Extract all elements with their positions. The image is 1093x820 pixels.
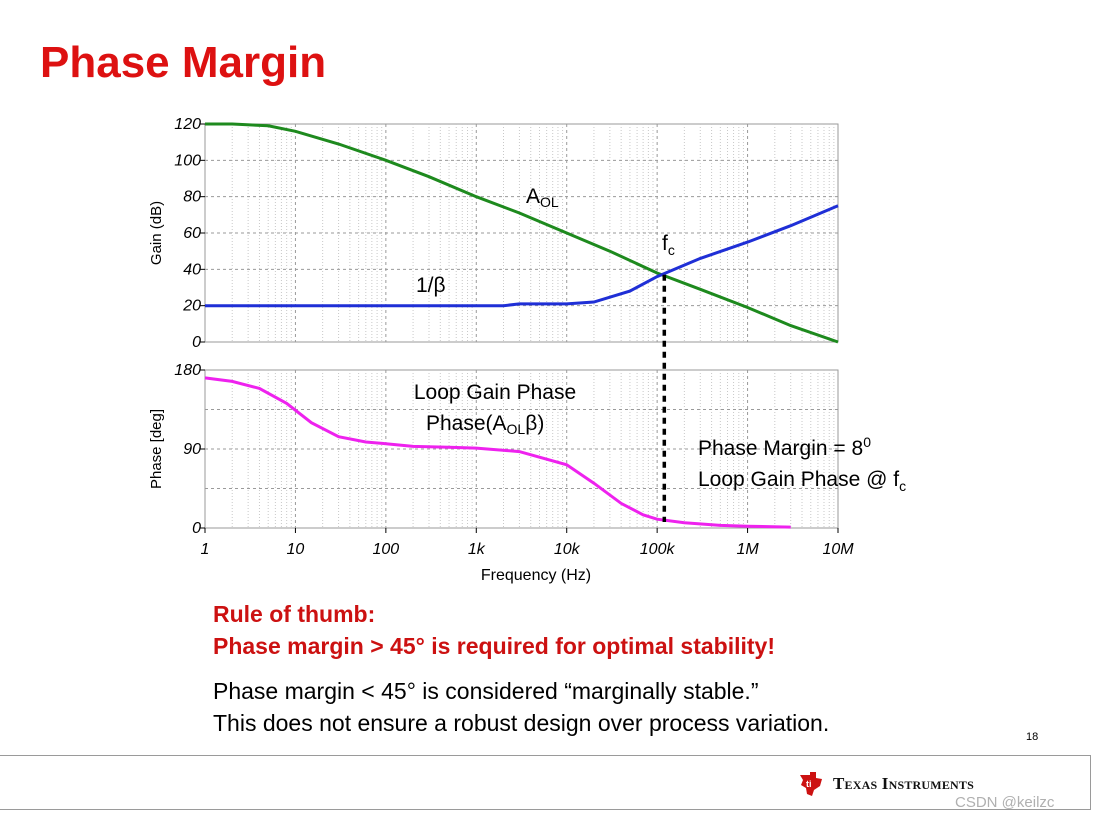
note-line-1: Phase margin < 45° is considered “margin… <box>213 678 759 704</box>
fc-annotation: fc <box>662 232 675 258</box>
bode-plot: 0 20 40 60 80 100 120 Gain (dB) AOL 1/β fc 0 90… <box>148 116 906 584</box>
page-number: 18 <box>1026 731 1039 743</box>
beta-series-line <box>205 204 839 308</box>
x-tick-label: 10k <box>554 541 581 558</box>
y-tick-label: 0 <box>192 334 201 351</box>
x-tick-label: 100k <box>640 541 676 558</box>
aol-subscript: OL <box>540 194 559 210</box>
gain-y-ticks: 0 20 40 60 80 100 120 <box>174 116 205 351</box>
y-tick-label: 60 <box>183 225 201 242</box>
svg-text:ti: ti <box>806 779 812 789</box>
loop-gain-phase-fc-annotation: Loop Gain Phase @ fc <box>698 468 906 494</box>
y-tick-label: 100 <box>174 152 201 169</box>
loop-gain-line-1: Loop Gain Phase <box>414 381 576 404</box>
phase-y-axis-label: Phase [deg] <box>148 409 165 489</box>
phase-series-line <box>204 376 791 529</box>
aol-series-line <box>205 122 839 344</box>
fc-subscript: c <box>668 242 675 258</box>
x-tick-label: 1M <box>736 541 759 558</box>
y-tick-label: 120 <box>174 116 201 133</box>
beta-annotation: 1/β <box>416 274 446 297</box>
aol-annotation: AOL <box>526 185 559 210</box>
phase-aol-beta-annotation: Phase(AOLβ) <box>426 412 544 437</box>
y-tick-label: 80 <box>183 189 201 206</box>
footer-bar <box>0 755 1091 810</box>
x-tick-label: 1k <box>468 541 486 558</box>
note-line-2: This does not ensure a robust design ove… <box>213 710 830 736</box>
gain-y-axis-label: Gain (dB) <box>148 201 165 265</box>
x-axis-label: Frequency (Hz) <box>481 567 591 584</box>
phase-y-ticks: 0 90 180 <box>174 362 205 537</box>
y-tick-label: 180 <box>174 362 201 379</box>
loop-gain-annotation: Loop Gain Phase <box>414 381 576 404</box>
phase-margin-annotation: Phase Margin = 80 <box>698 434 871 460</box>
y-tick-label: 20 <box>182 298 201 315</box>
phase-plot-area <box>204 369 839 529</box>
x-tick-label: 100 <box>373 541 400 558</box>
brand-name: Texas Instruments <box>833 774 974 793</box>
rule-text: Phase margin > 45° is required for optim… <box>213 633 775 659</box>
x-tick-label: 10M <box>822 541 854 558</box>
x-tick-label: 1 <box>201 541 210 558</box>
rule-of-thumb: Rule of thumb: Phase margin > 45° is req… <box>213 598 775 662</box>
ti-logo-icon: ti <box>800 772 822 796</box>
x-tick-label: 10 <box>287 541 305 558</box>
y-tick-label: 40 <box>183 261 201 278</box>
notes: Phase margin < 45° is considered “margin… <box>213 675 829 739</box>
y-tick-label: 90 <box>183 441 201 458</box>
phase-x-ticks: 1 10 100 1k 10k 100k 1M 10M <box>201 528 854 558</box>
watermark: CSDN @keilzc <box>955 794 1055 811</box>
ti-brand: ti Texas Instruments <box>797 770 974 798</box>
rule-heading: Rule of thumb: <box>213 601 376 627</box>
gain-grid <box>205 124 838 342</box>
y-tick-label: 0 <box>192 520 201 537</box>
slide-title: Phase Margin <box>40 38 327 87</box>
gain-panel: 0 20 40 60 80 100 120 Gain (dB) AOL 1/β fc <box>148 116 839 351</box>
